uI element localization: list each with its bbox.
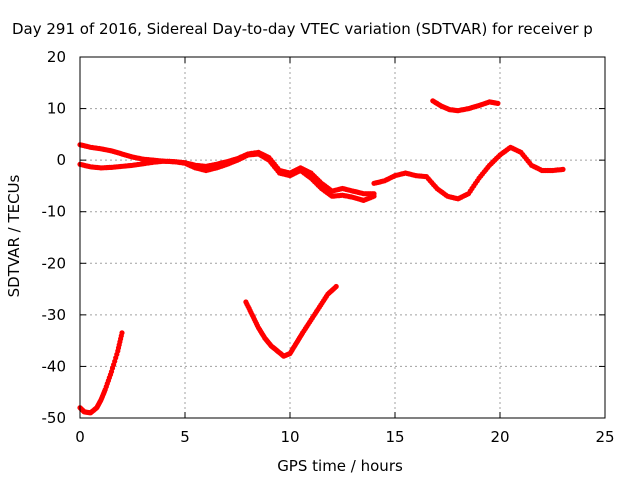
series-3 (77, 330, 125, 416)
y-tick-label: 10 (47, 100, 66, 118)
x-tick-label: 10 (280, 428, 299, 446)
x-tick-label: 5 (180, 428, 190, 446)
x-axis-label: GPS time / hours (277, 457, 403, 475)
x-tick-label: 15 (385, 428, 404, 446)
plot-frame (79, 56, 606, 419)
ticks: 0 5 10 15 20 25 -50 -40 -30 -20 -10 0 10 20 (42, 48, 615, 446)
y-tick-label: 0 (56, 151, 66, 169)
x-tick-label: 20 (490, 428, 509, 446)
y-axis-label: SDTVAR / TECUs (5, 174, 23, 297)
data-point (495, 100, 501, 106)
y-tick-label: -50 (42, 409, 67, 427)
y-tick-label: -10 (42, 203, 67, 221)
x-tick-label: 0 (75, 428, 85, 446)
series-2 (371, 144, 566, 202)
y-tick-label: -20 (42, 254, 67, 272)
data-point (560, 166, 566, 172)
data-point (333, 283, 339, 290)
y-tick-label: -40 (42, 357, 67, 375)
data-points (77, 98, 566, 416)
series-1 (77, 151, 377, 203)
y-tick-label: -30 (42, 306, 67, 324)
chart-title: Day 291 of 2016, Sidereal Day-to-day VTE… (12, 20, 593, 38)
x-tick-label: 25 (595, 428, 614, 446)
series-4 (243, 283, 339, 359)
grid (80, 57, 605, 418)
series-5 (430, 98, 501, 114)
data-point (119, 330, 125, 336)
y-tick-label: 20 (47, 48, 66, 66)
data-point (371, 193, 377, 199)
